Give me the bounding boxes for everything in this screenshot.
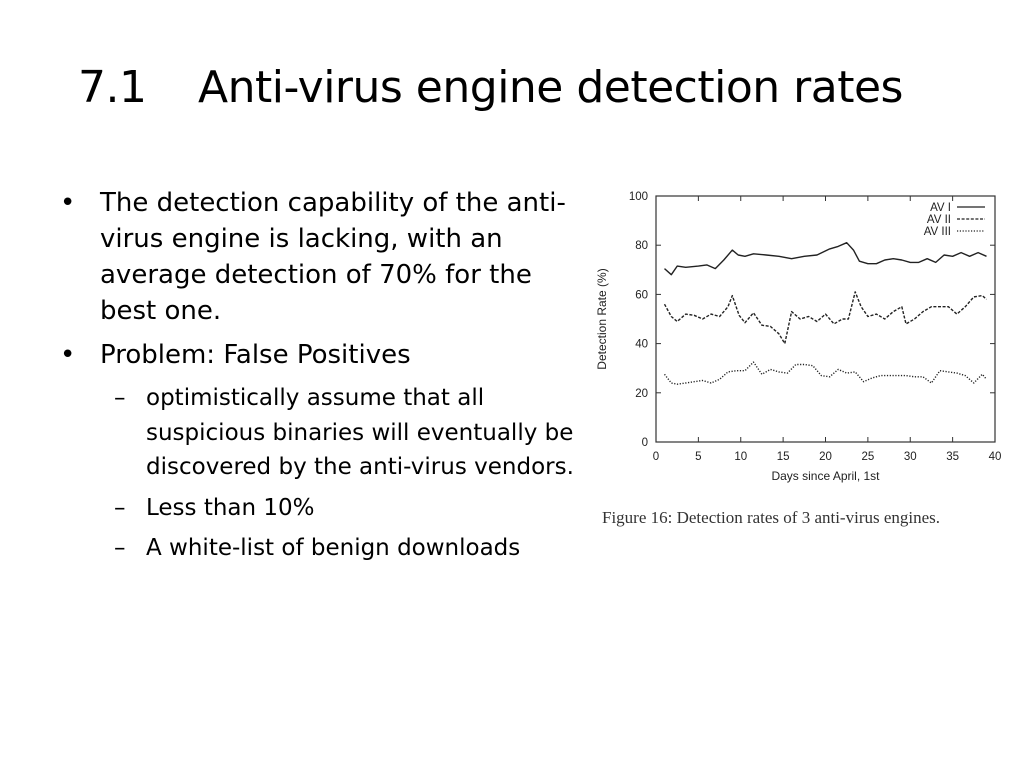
y-tick-label: 40 bbox=[635, 339, 648, 351]
series-line-av-iii bbox=[663, 361, 988, 385]
x-tick-label: 20 bbox=[819, 451, 832, 463]
title-number: 7.1 bbox=[78, 62, 147, 113]
slide-title: 7.1 Anti-virus engine detection rates bbox=[78, 62, 903, 115]
dash-marker: – bbox=[114, 494, 126, 521]
series-line-av-ii bbox=[663, 291, 987, 345]
bullet-text: Problem: False Positives bbox=[100, 339, 411, 370]
y-tick-label: 0 bbox=[642, 437, 648, 449]
y-tick-label: 60 bbox=[635, 289, 648, 301]
x-tick-label: 40 bbox=[989, 451, 1002, 463]
sub-bullet-list: – optimistically assume that all suspici… bbox=[58, 381, 588, 566]
y-tick-label: 80 bbox=[635, 240, 648, 252]
legend-label: AV III bbox=[924, 226, 951, 238]
bullet-marker: • bbox=[60, 188, 76, 218]
x-tick-label: 15 bbox=[777, 451, 790, 463]
bullet-list: • The detection capability of the anti-v… bbox=[58, 186, 588, 572]
figure-caption: Figure 16: Detection rates of 3 anti-vir… bbox=[602, 508, 941, 527]
y-axis-label: Detection Rate (%) bbox=[595, 268, 609, 369]
bullet-item: • The detection capability of the anti-v… bbox=[58, 186, 588, 330]
x-axis-label: Days since April, 1st bbox=[771, 469, 880, 483]
title-text: Anti-virus engine detection rates bbox=[198, 62, 903, 113]
bullet-marker: • bbox=[60, 339, 76, 370]
sub-bullet-text: A white-list of benign downloads bbox=[146, 535, 521, 562]
x-tick-label: 0 bbox=[653, 451, 659, 463]
detection-rate-chart: 0 5 10 15 20 25 30 35 40 0 20 40 60 80 100 Days since A… bbox=[595, 191, 1002, 483]
x-tick-label: 35 bbox=[946, 451, 959, 463]
sub-bullet-item: – Less than 10% bbox=[58, 491, 588, 526]
sub-bullet-text: Less than 10% bbox=[146, 494, 315, 521]
x-tick-label: 5 bbox=[695, 451, 701, 463]
y-tick-label: 20 bbox=[635, 388, 648, 400]
detection-rate-figure: 0 5 10 15 20 25 30 35 40 0 20 40 60 80 100 Days since A… bbox=[590, 186, 1010, 546]
bullet-item: • Problem: False Positives bbox=[58, 338, 588, 374]
legend-label: AV I bbox=[930, 202, 951, 214]
x-tick-label: 10 bbox=[734, 451, 747, 463]
legend-label: AV II bbox=[927, 214, 951, 226]
y-tick-label: 100 bbox=[629, 191, 648, 203]
dash-marker: – bbox=[114, 535, 126, 562]
x-tick-label: 30 bbox=[904, 451, 917, 463]
dash-marker: – bbox=[114, 385, 126, 412]
sub-bullet-text: optimistically assume that all suspiciou… bbox=[146, 385, 574, 481]
bullet-text: The detection capability of the anti-vir… bbox=[100, 188, 566, 326]
x-tick-label: 25 bbox=[861, 451, 874, 463]
series-line-av-i bbox=[664, 242, 987, 276]
sub-bullet-item: – optimistically assume that all suspici… bbox=[58, 381, 588, 485]
sub-bullet-item: – A white-list of benign downloads bbox=[58, 531, 588, 566]
